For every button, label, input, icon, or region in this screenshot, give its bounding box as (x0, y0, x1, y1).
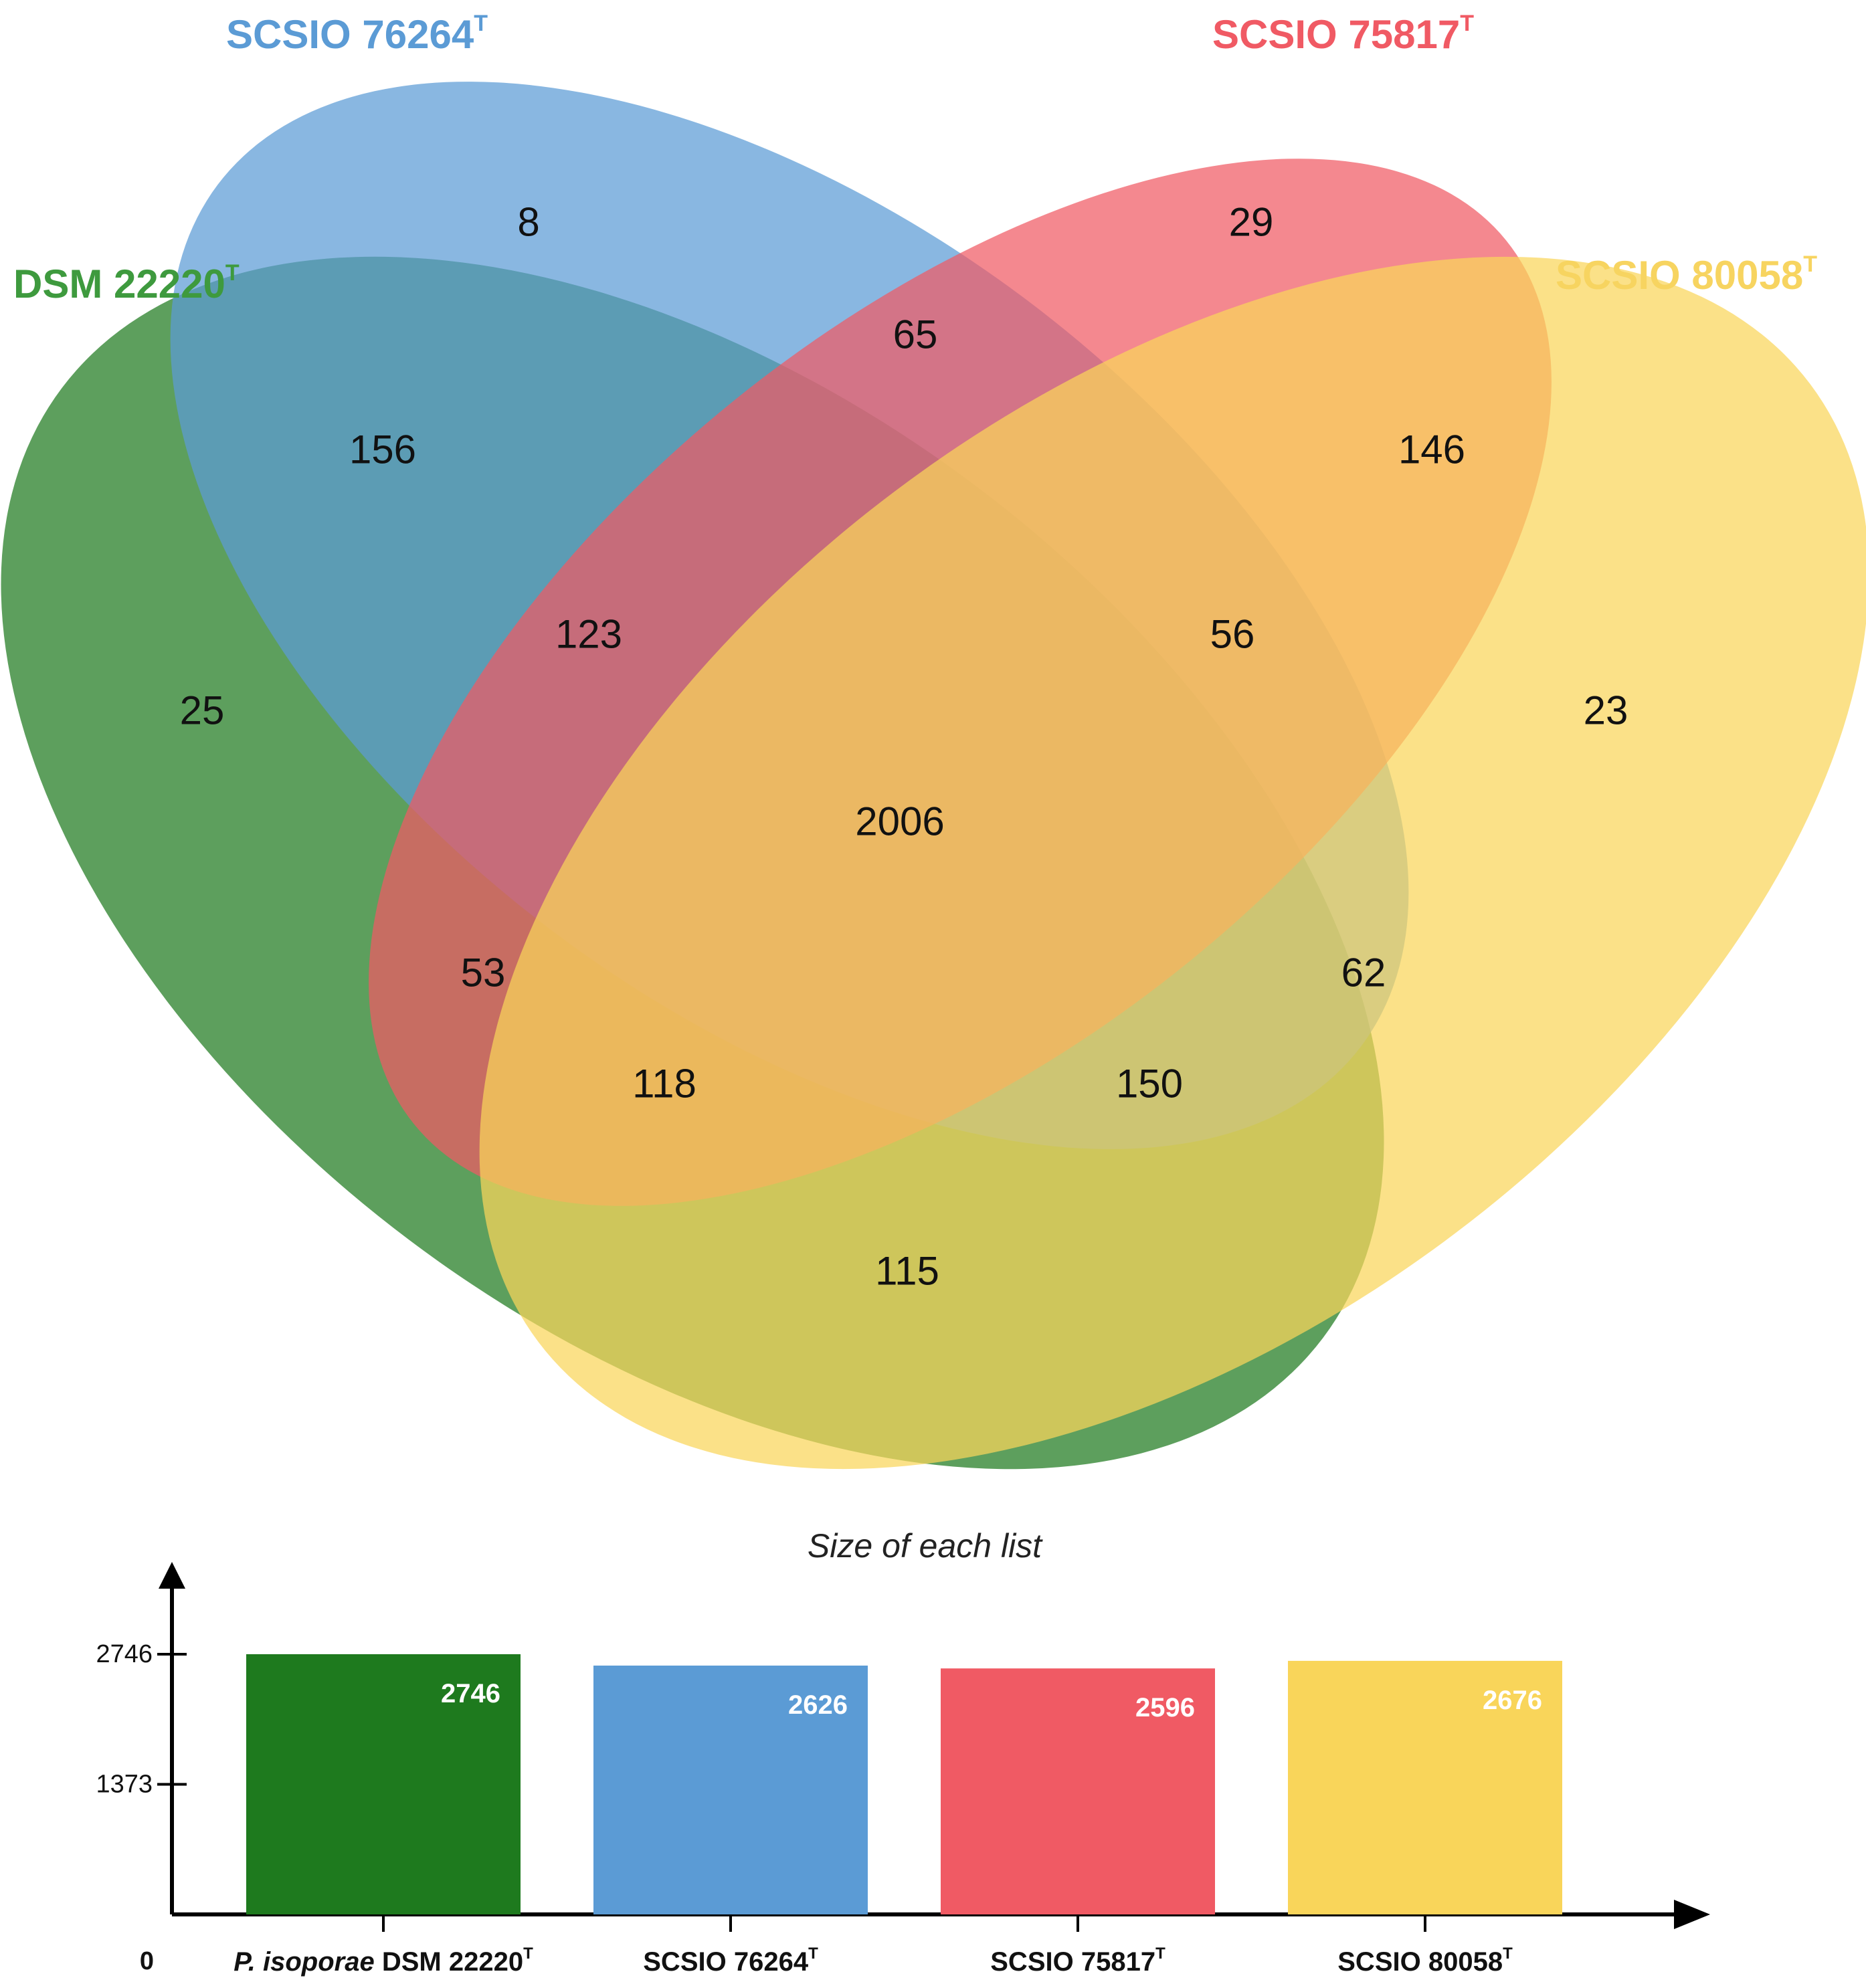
bar-3 (1288, 1660, 1562, 1914)
venn-count-s75: 29 (1229, 200, 1274, 245)
bar-1 (593, 1665, 868, 1914)
x-tick-label-0: P. isoporae DSM 22220T (234, 1945, 533, 1977)
y-tick-label-1373: 1373 (96, 1771, 153, 1799)
venn-count-dsm-s75-s76: 123 (555, 612, 622, 657)
bar-value-label-0: 2746 (441, 1679, 500, 1708)
y-tick-label-2746: 2746 (96, 1640, 153, 1668)
venn-count-s80: 23 (1584, 688, 1628, 733)
venn-count-dsm: 25 (180, 688, 225, 733)
venn-count-dsm-s80: 115 (875, 1249, 939, 1294)
x-tick-label-2: SCSIO 75817T (990, 1945, 1165, 1977)
bar-chart-title: Size of each list (808, 1527, 1043, 1565)
venn-ellipses (1, 82, 1866, 1470)
venn-label-s80: SCSIO 80058T (1556, 252, 1817, 298)
venn-ellipse-s80 (479, 256, 1866, 1470)
x-tick-label-1: SCSIO 76264T (643, 1945, 818, 1977)
venn-count-dsm-s76: 156 (349, 427, 416, 472)
venn-label-dsm: DSM 22220T (13, 260, 240, 306)
bar-value-label-3: 2676 (1483, 1686, 1542, 1715)
x-axis-arrow (1674, 1900, 1710, 1929)
bar-2 (941, 1668, 1215, 1914)
venn-count-dsm-s75-s80: 118 (632, 1062, 696, 1106)
venn-label-s75: SCSIO 75817T (1212, 11, 1474, 57)
venn-count-s75-s76: 65 (893, 312, 938, 357)
bar-chart: Size of each list 0 1373 2746 2746 P. isopo… (96, 1527, 1710, 1977)
bar-marks: 2746 P. isoporae DSM 22220T 2626 SCSIO 7626… (234, 1654, 1562, 1977)
bar-0 (246, 1654, 521, 1914)
bar-value-label-2: 2596 (1135, 1693, 1195, 1722)
venn-count-dsm-s75: 53 (461, 951, 506, 995)
venn-count-s76: 8 (517, 200, 539, 245)
venn-count-s75-s80: 146 (1398, 427, 1465, 472)
bar-value-label-1: 2626 (788, 1690, 848, 1720)
x-tick-label-3: SCSIO 80058T (1337, 1945, 1513, 1977)
y-axis-arrow (159, 1562, 185, 1589)
venn-count-dsm-s76-s80: 150 (1116, 1062, 1183, 1106)
venn-count-s76-s80: 62 (1341, 951, 1386, 995)
venn-set-labels: DSM 22220T SCSIO 76264T SCSIO 75817T SCSIO … (13, 11, 1817, 306)
y-tick-label-0: 0 (140, 1947, 154, 1975)
venn-diagram: DSM 22220T SCSIO 76264T SCSIO 75817T SCSIO … (1, 11, 1866, 1470)
venn-count-dsm-s75-s76-s80: 2006 (855, 799, 944, 844)
venn-count-s75-s76-s80: 56 (1210, 612, 1255, 657)
venn-label-s76: SCSIO 76264T (226, 11, 488, 57)
venn-region-counts: 8 29 65 156 146 123 56 25 23 2006 53 62 118 150 115 (180, 200, 1628, 1294)
